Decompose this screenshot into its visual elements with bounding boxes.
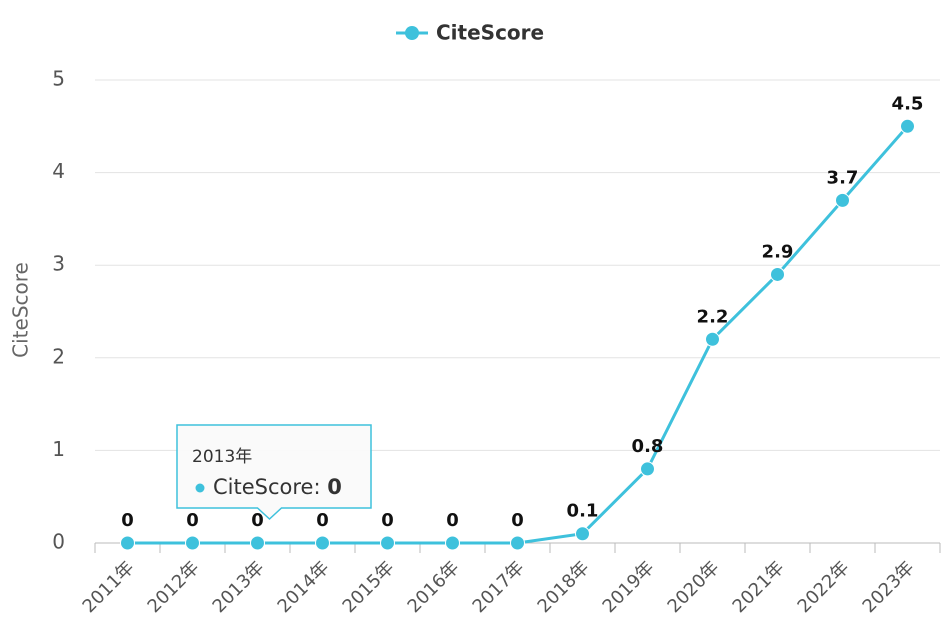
tooltip-text: CiteScore: 0	[213, 475, 342, 499]
data-label: 0	[446, 510, 459, 531]
data-label: 0.1	[567, 501, 599, 522]
data-point	[185, 535, 200, 551]
data-label: 0	[511, 510, 524, 531]
x-tick-label: 2014年	[274, 557, 334, 617]
y-tick-label: 1	[52, 437, 65, 461]
x-tick-label: 2019年	[599, 557, 659, 617]
data-point	[835, 192, 850, 208]
x-tick-label: 2011年	[79, 557, 139, 617]
y-tick-label: 2	[52, 344, 65, 368]
data-point	[575, 526, 590, 542]
data-label: 0	[251, 510, 264, 531]
data-label: 2.2	[697, 306, 729, 327]
data-point	[250, 535, 265, 551]
data-label: 2.9	[762, 241, 794, 262]
data-label: 0	[381, 510, 394, 531]
legend: CiteScore	[396, 21, 544, 45]
tooltip-series: CiteScore	[213, 475, 313, 499]
y-axis-title: CiteScore	[9, 262, 33, 358]
y-tick-label: 5	[52, 67, 65, 91]
data-label: 0.8	[632, 436, 664, 457]
tooltip: 2013年 CiteScore: 0	[176, 424, 372, 521]
y-tick-label: 4	[52, 159, 65, 183]
tooltip-sep: :	[313, 475, 327, 499]
data-point	[380, 535, 395, 551]
x-tick-label: 2020年	[664, 557, 724, 617]
data-point	[770, 266, 785, 282]
data-label: 0	[121, 510, 134, 531]
tooltip-marker	[195, 483, 205, 493]
x-tick-label: 2021年	[729, 557, 789, 617]
x-tick-label: 2015年	[339, 557, 399, 617]
data-point	[900, 118, 915, 134]
tooltip-title: 2013年	[192, 447, 252, 467]
data-point	[640, 461, 655, 477]
x-tick-label: 2022年	[794, 557, 854, 617]
data-point	[120, 535, 135, 551]
data-label: 4.5	[892, 93, 924, 114]
legend-label: CiteScore	[436, 21, 544, 45]
tooltip-value: 0	[327, 475, 342, 499]
x-tick-label: 2018年	[534, 557, 594, 617]
x-tick-label: 2017年	[469, 557, 529, 617]
data-label: 0	[316, 510, 329, 531]
x-tick-label: 2013年	[209, 557, 269, 617]
data-point	[445, 535, 460, 551]
legend-marker	[405, 26, 419, 40]
data-point	[315, 535, 330, 551]
data-point	[705, 331, 720, 347]
x-tick-label: 2012年	[144, 557, 204, 617]
x-tick-label: 2016年	[404, 557, 464, 617]
tooltip-box	[176, 424, 372, 521]
data-label: 3.7	[827, 167, 859, 188]
data-label: 0	[186, 510, 199, 531]
x-tick-label: 2023年	[859, 557, 919, 617]
y-tick-label: 3	[52, 252, 65, 276]
data-point	[510, 535, 525, 551]
y-tick-label: 0	[52, 530, 65, 554]
